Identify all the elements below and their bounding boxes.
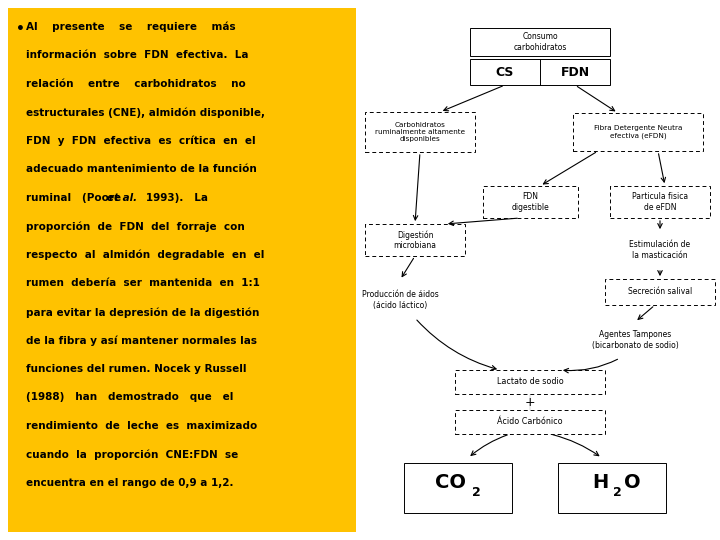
Text: Digestión
microbiana: Digestión microbiana: [394, 230, 436, 250]
Bar: [8, 8, 356, 532]
Bar: [365, 112, 475, 152]
Bar: [610, 186, 710, 218]
Text: Carbohidratos
ruminalmente altamente
disponibles: Carbohidratos ruminalmente altamente dis…: [375, 122, 465, 142]
Text: 1993).   La: 1993). La: [135, 193, 208, 203]
Text: Producción de áidos
(ácido láctico): Producción de áidos (ácido láctico): [361, 291, 438, 310]
Text: 2: 2: [472, 487, 480, 500]
Bar: [558, 463, 666, 513]
Bar: [455, 370, 605, 394]
Text: FDN
digestible: FDN digestible: [511, 192, 549, 212]
Text: rumen  debería  ser  mantenida  en  1:1: rumen debería ser mantenida en 1:1: [26, 279, 260, 288]
Text: O: O: [624, 474, 640, 492]
Text: Ácido Carbónico: Ácido Carbónico: [498, 417, 563, 427]
Text: Al    presente    se    requiere    más: Al presente se requiere más: [26, 22, 235, 32]
Text: Agentes Tampones
(bicarbonato de sodio): Agentes Tampones (bicarbonato de sodio): [592, 330, 678, 350]
Text: relación    entre    carbohidratos    no: relación entre carbohidratos no: [26, 79, 246, 89]
Bar: [365, 224, 465, 256]
Bar: [470, 28, 610, 56]
Text: FDN  y  FDN  efectiva  es  crítica  en  el: FDN y FDN efectiva es crítica en el: [26, 136, 256, 146]
Text: encuentra en el rango de 0,9 a 1,2.: encuentra en el rango de 0,9 a 1,2.: [26, 478, 233, 488]
Text: •: •: [16, 22, 25, 36]
Text: FDN: FDN: [560, 65, 590, 78]
Text: H: H: [592, 474, 608, 492]
Text: rendimiento  de  leche  es  maximizado: rendimiento de leche es maximizado: [26, 421, 257, 431]
Text: Consumo
carbohidratos: Consumo carbohidratos: [513, 32, 567, 52]
Text: proporción  de  FDN  del  forraje  con: proporción de FDN del forraje con: [26, 221, 245, 232]
Bar: [470, 59, 610, 85]
Text: +: +: [525, 395, 535, 408]
Text: ruminal   (Poore: ruminal (Poore: [26, 193, 132, 203]
Text: Secreción salival: Secreción salival: [628, 287, 692, 296]
Text: adecuado mantenimiento de la función: adecuado mantenimiento de la función: [26, 165, 257, 174]
Text: et al.: et al.: [107, 193, 137, 203]
Bar: [404, 463, 512, 513]
Bar: [482, 186, 577, 218]
Text: funciones del rumen. Nocek y Russell: funciones del rumen. Nocek y Russell: [26, 364, 246, 374]
Text: de la fibra y así mantener normales las: de la fibra y así mantener normales las: [26, 335, 257, 346]
Text: Particula fisica
de eFDN: Particula fisica de eFDN: [632, 192, 688, 212]
Text: información  sobre  FDN  efectiva.  La: información sobre FDN efectiva. La: [26, 51, 248, 60]
Text: CO: CO: [434, 474, 466, 492]
Text: Estimulación de
la masticación: Estimulación de la masticación: [629, 240, 690, 260]
Text: para evitar la depresión de la digestión: para evitar la depresión de la digestión: [26, 307, 259, 318]
Text: 2: 2: [613, 487, 621, 500]
Text: Lactato de sodio: Lactato de sodio: [497, 377, 563, 387]
Text: estructurales (CNE), almidón disponible,: estructurales (CNE), almidón disponible,: [26, 107, 265, 118]
Bar: [605, 279, 715, 305]
Text: respecto  al  almidón  degradable  en  el: respecto al almidón degradable en el: [26, 250, 264, 260]
Bar: [455, 410, 605, 434]
Text: Fibra Detergente Neutra
efectiva (eFDN): Fibra Detergente Neutra efectiva (eFDN): [594, 125, 682, 139]
Text: CS: CS: [496, 65, 514, 78]
Text: (1988)   han   demostrado   que   el: (1988) han demostrado que el: [26, 393, 233, 402]
Text: cuando  la  proporción  CNE:FDN  se: cuando la proporción CNE:FDN se: [26, 449, 238, 460]
Bar: [573, 113, 703, 151]
